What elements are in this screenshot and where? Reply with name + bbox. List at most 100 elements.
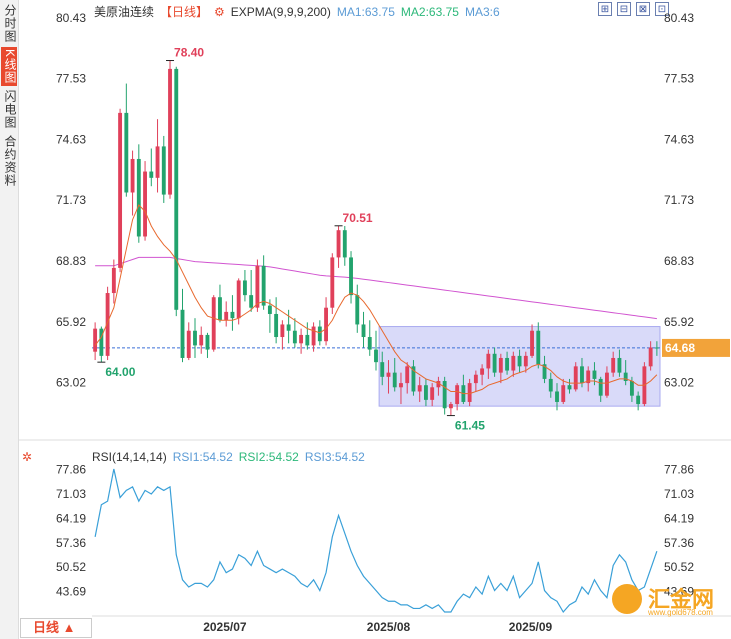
indicator-label: EXPMA(9,9,9,200) xyxy=(230,5,331,19)
price-tick-label-right: 77.53 xyxy=(664,72,694,86)
candle-body xyxy=(118,112,123,268)
candle-body xyxy=(423,385,428,400)
candle-body xyxy=(136,158,141,237)
candle-body xyxy=(124,112,129,193)
candle-body xyxy=(580,366,584,384)
price-tick-label-right: 68.83 xyxy=(664,254,694,268)
candle-body xyxy=(180,309,185,358)
candle-body xyxy=(392,372,397,388)
candle-body xyxy=(517,355,522,367)
candle-body xyxy=(455,385,460,405)
candle-body xyxy=(280,324,285,338)
candle-body xyxy=(399,383,403,388)
candle-body xyxy=(380,362,385,377)
period-tab-daily[interactable]: 日线 ▲ xyxy=(20,618,92,638)
price-tick-label-left: 71.73 xyxy=(56,193,86,207)
candle-body xyxy=(505,357,510,371)
tab-contract-info[interactable]: 合约资料 xyxy=(3,135,17,188)
rsi-tick-label-left: 50.52 xyxy=(56,560,86,574)
price-tick-label-right: 80.43 xyxy=(664,11,694,25)
zoom-in-icon[interactable]: ⊞ xyxy=(598,2,612,16)
candle-body xyxy=(411,366,416,392)
candle-body xyxy=(305,334,310,346)
price-tick-label-left: 68.83 xyxy=(56,254,86,268)
candle-body xyxy=(224,311,229,321)
candle-body xyxy=(299,334,304,344)
candle-body xyxy=(530,330,534,356)
candle-body xyxy=(636,395,641,405)
candle-body xyxy=(511,355,516,371)
ma2-value: MA2:63.75 xyxy=(400,5,459,19)
candle-body xyxy=(186,330,191,358)
candle-body xyxy=(255,265,260,308)
rsi-tick-label-left: 64.19 xyxy=(56,511,86,525)
candle-body xyxy=(480,368,485,375)
candle-body xyxy=(161,146,166,195)
candle-body xyxy=(555,391,559,402)
tab-flash[interactable]: 闪电图 xyxy=(3,90,17,130)
rsi-tick-label-left: 77.86 xyxy=(56,462,86,476)
candle-body xyxy=(330,257,335,308)
rsi-name: RSI(14,14,14) xyxy=(92,450,167,464)
watermark-logo-icon xyxy=(612,584,642,614)
price-tick-label-left: 77.53 xyxy=(56,72,86,86)
candle-body xyxy=(367,337,372,350)
candle-body xyxy=(168,68,172,195)
candle-body xyxy=(436,381,441,388)
ma-long-line xyxy=(95,256,657,320)
candle-body xyxy=(617,357,622,373)
candle-body xyxy=(149,171,154,178)
candle-body xyxy=(654,347,659,349)
tab-kline[interactable]: K线图 xyxy=(1,47,17,87)
extreme-label: 61.45 xyxy=(455,419,485,433)
settings-icon[interactable]: ⚙ xyxy=(214,5,225,19)
period-selector[interactable]: 【日线】 xyxy=(160,5,209,19)
current-price-badge xyxy=(662,338,730,357)
candle-body xyxy=(99,328,104,356)
current-price-label: 64.68 xyxy=(665,341,695,355)
candle-body xyxy=(261,265,266,306)
candle-body xyxy=(629,381,634,396)
rsi3-value: RSI3:54.52 xyxy=(304,450,365,464)
candle-body xyxy=(386,372,391,377)
extreme-label: 64.00 xyxy=(105,365,135,379)
candle-body xyxy=(573,366,578,390)
chart-header: 美原油连续 【日线】 ⚙ EXPMA(9,9,9,200) MA1:63.75 MA2:6… xyxy=(94,3,506,19)
candle-body xyxy=(542,364,547,379)
candle-body xyxy=(286,324,291,331)
scroll-left-icon[interactable]: ⊠ xyxy=(636,2,650,16)
xaxis-tick-label: 2025/07 xyxy=(203,620,247,634)
candle-body xyxy=(611,357,616,373)
candle-body xyxy=(93,328,98,352)
price-tick-label-left: 80.43 xyxy=(56,11,86,25)
candle-body xyxy=(317,326,322,342)
rsi2-value: RSI2:54.52 xyxy=(238,450,299,464)
rsi-tick-label-right: 57.36 xyxy=(664,536,694,550)
candle-body xyxy=(274,313,279,338)
ma3-value: MA3:6 xyxy=(464,5,500,19)
candle-body xyxy=(430,387,435,400)
candle-body xyxy=(242,280,247,296)
indicator-settings-icon[interactable]: ✲ xyxy=(22,450,33,464)
rsi-tick-label-left: 71.03 xyxy=(56,487,86,501)
candle-body xyxy=(548,378,553,392)
candle-body xyxy=(486,353,491,369)
candle-body xyxy=(236,280,241,319)
rsi-tick-label-left: 43.69 xyxy=(56,585,86,599)
candle-body xyxy=(523,355,528,367)
candle-body xyxy=(111,267,116,294)
candle-body xyxy=(448,404,453,409)
candle-body xyxy=(561,385,566,402)
tab-timeshare[interactable]: 分时图 xyxy=(3,4,17,43)
rsi-tick-label-right: 64.19 xyxy=(664,511,694,525)
watermark-sub: www.gold678.com xyxy=(648,608,713,617)
rsi-header: RSI(14,14,14) RSI1:54.52 RSI2:54.52 RSI3:54… xyxy=(92,450,371,464)
rsi-tick-label-right: 77.86 xyxy=(664,462,694,476)
zoom-out-icon[interactable]: ⊟ xyxy=(617,2,631,16)
candle-body xyxy=(342,230,347,258)
rsi1-value: RSI1:54.52 xyxy=(172,450,233,464)
price-tick-label-right: 71.73 xyxy=(664,193,694,207)
candle-body xyxy=(267,305,272,314)
scroll-right-icon[interactable]: ⊡ xyxy=(655,2,669,16)
